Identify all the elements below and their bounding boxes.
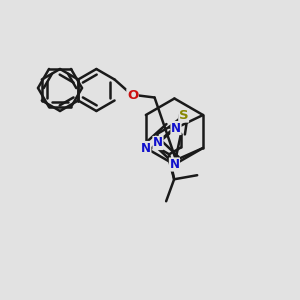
Text: N: N [169,158,179,171]
Text: O: O [127,89,138,102]
Text: N: N [153,136,163,149]
Text: N: N [141,142,151,154]
Text: N: N [171,122,181,134]
Text: S: S [179,109,188,122]
